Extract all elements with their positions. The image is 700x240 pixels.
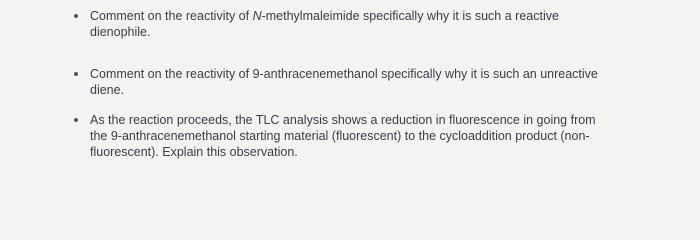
list-item: Comment on the reactivity of 9-anthracen… <box>74 66 600 98</box>
text: -methylmaleimide specifically why it is … <box>90 9 559 39</box>
page: Comment on the reactivity of N-methylmal… <box>74 8 600 160</box>
text: Comment on the reactivity of <box>90 9 253 23</box>
list-item: Comment on the reactivity of N-methylmal… <box>74 8 600 40</box>
list-item: As the reaction proceeds, the TLC analys… <box>74 112 600 160</box>
text: As the reaction proceeds, the TLC analys… <box>90 113 596 159</box>
text: Comment on the reactivity of 9-anthracen… <box>90 67 598 97</box>
italic-text: N <box>252 9 262 23</box>
